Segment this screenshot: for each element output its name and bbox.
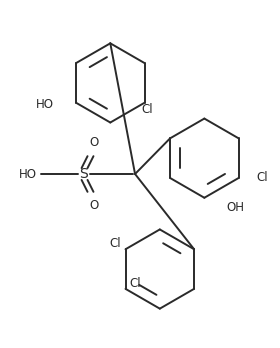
Text: OH: OH — [226, 201, 244, 214]
Text: Cl: Cl — [256, 172, 268, 184]
Text: S: S — [79, 167, 88, 181]
Text: O: O — [90, 136, 99, 149]
Text: HO: HO — [19, 167, 37, 181]
Text: Cl: Cl — [142, 103, 153, 116]
Text: Cl: Cl — [110, 237, 122, 250]
Text: O: O — [90, 199, 99, 212]
Text: Cl: Cl — [130, 277, 141, 290]
Text: HO: HO — [36, 98, 54, 111]
